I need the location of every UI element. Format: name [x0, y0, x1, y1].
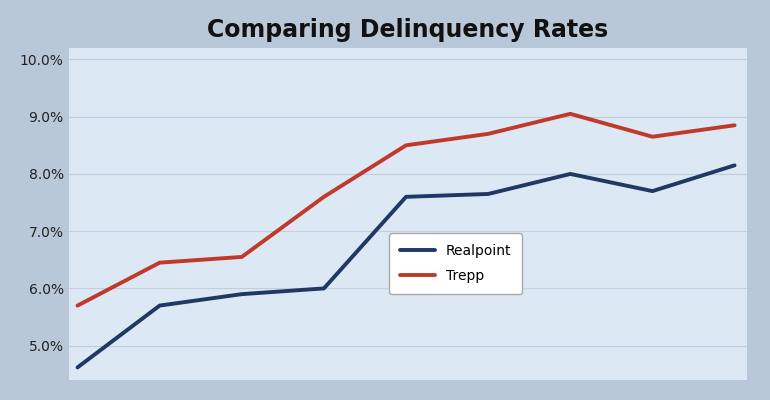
Trepp — [648, 134, 657, 139]
Line: Realpoint: Realpoint — [78, 165, 735, 368]
Title: Comparing Delinquency Rates: Comparing Delinquency Rates — [207, 18, 609, 42]
Realpoint — [237, 292, 246, 296]
Trepp — [155, 260, 164, 265]
Trepp — [730, 123, 739, 128]
Realpoint — [566, 172, 575, 176]
Trepp — [401, 143, 410, 148]
Realpoint — [730, 163, 739, 168]
Realpoint — [73, 365, 82, 370]
Realpoint — [401, 194, 410, 199]
Realpoint — [484, 192, 493, 196]
Realpoint — [155, 303, 164, 308]
Trepp — [566, 112, 575, 116]
Trepp — [73, 303, 82, 308]
Realpoint — [648, 189, 657, 194]
Trepp — [237, 254, 246, 259]
Trepp — [484, 132, 493, 136]
Trepp — [320, 194, 329, 199]
Legend: Realpoint, Trepp: Realpoint, Trepp — [389, 233, 522, 294]
Line: Trepp: Trepp — [78, 114, 735, 306]
Realpoint — [320, 286, 329, 291]
